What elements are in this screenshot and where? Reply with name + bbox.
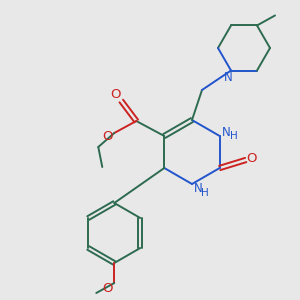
Text: H: H <box>201 188 209 198</box>
Text: N: N <box>224 71 232 84</box>
Text: H: H <box>230 131 238 141</box>
Text: O: O <box>110 88 121 100</box>
Text: O: O <box>102 130 112 142</box>
Text: N: N <box>194 182 202 196</box>
Text: O: O <box>247 152 257 164</box>
Text: O: O <box>102 281 112 295</box>
Text: N: N <box>222 127 231 140</box>
